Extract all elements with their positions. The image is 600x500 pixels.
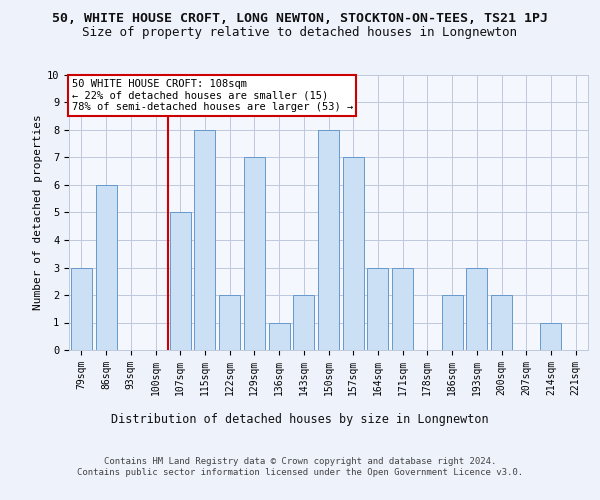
Bar bbox=[541, 322, 562, 350]
Text: 50, WHITE HOUSE CROFT, LONG NEWTON, STOCKTON-ON-TEES, TS21 1PJ: 50, WHITE HOUSE CROFT, LONG NEWTON, STOC… bbox=[52, 12, 548, 26]
Bar bbox=[194, 130, 215, 350]
Bar bbox=[244, 158, 265, 350]
Text: Distribution of detached houses by size in Longnewton: Distribution of detached houses by size … bbox=[111, 412, 489, 426]
Bar bbox=[343, 158, 364, 350]
Bar bbox=[392, 268, 413, 350]
Bar bbox=[170, 212, 191, 350]
Bar bbox=[95, 185, 116, 350]
Bar bbox=[442, 295, 463, 350]
Bar bbox=[269, 322, 290, 350]
Bar bbox=[367, 268, 388, 350]
Bar bbox=[318, 130, 339, 350]
Bar bbox=[293, 295, 314, 350]
Text: Size of property relative to detached houses in Longnewton: Size of property relative to detached ho… bbox=[83, 26, 517, 39]
Text: Contains HM Land Registry data © Crown copyright and database right 2024.
Contai: Contains HM Land Registry data © Crown c… bbox=[77, 458, 523, 477]
Text: 50 WHITE HOUSE CROFT: 108sqm
← 22% of detached houses are smaller (15)
78% of se: 50 WHITE HOUSE CROFT: 108sqm ← 22% of de… bbox=[71, 79, 353, 112]
Bar bbox=[466, 268, 487, 350]
Y-axis label: Number of detached properties: Number of detached properties bbox=[32, 114, 43, 310]
Bar bbox=[219, 295, 240, 350]
Bar bbox=[71, 268, 92, 350]
Bar bbox=[491, 295, 512, 350]
